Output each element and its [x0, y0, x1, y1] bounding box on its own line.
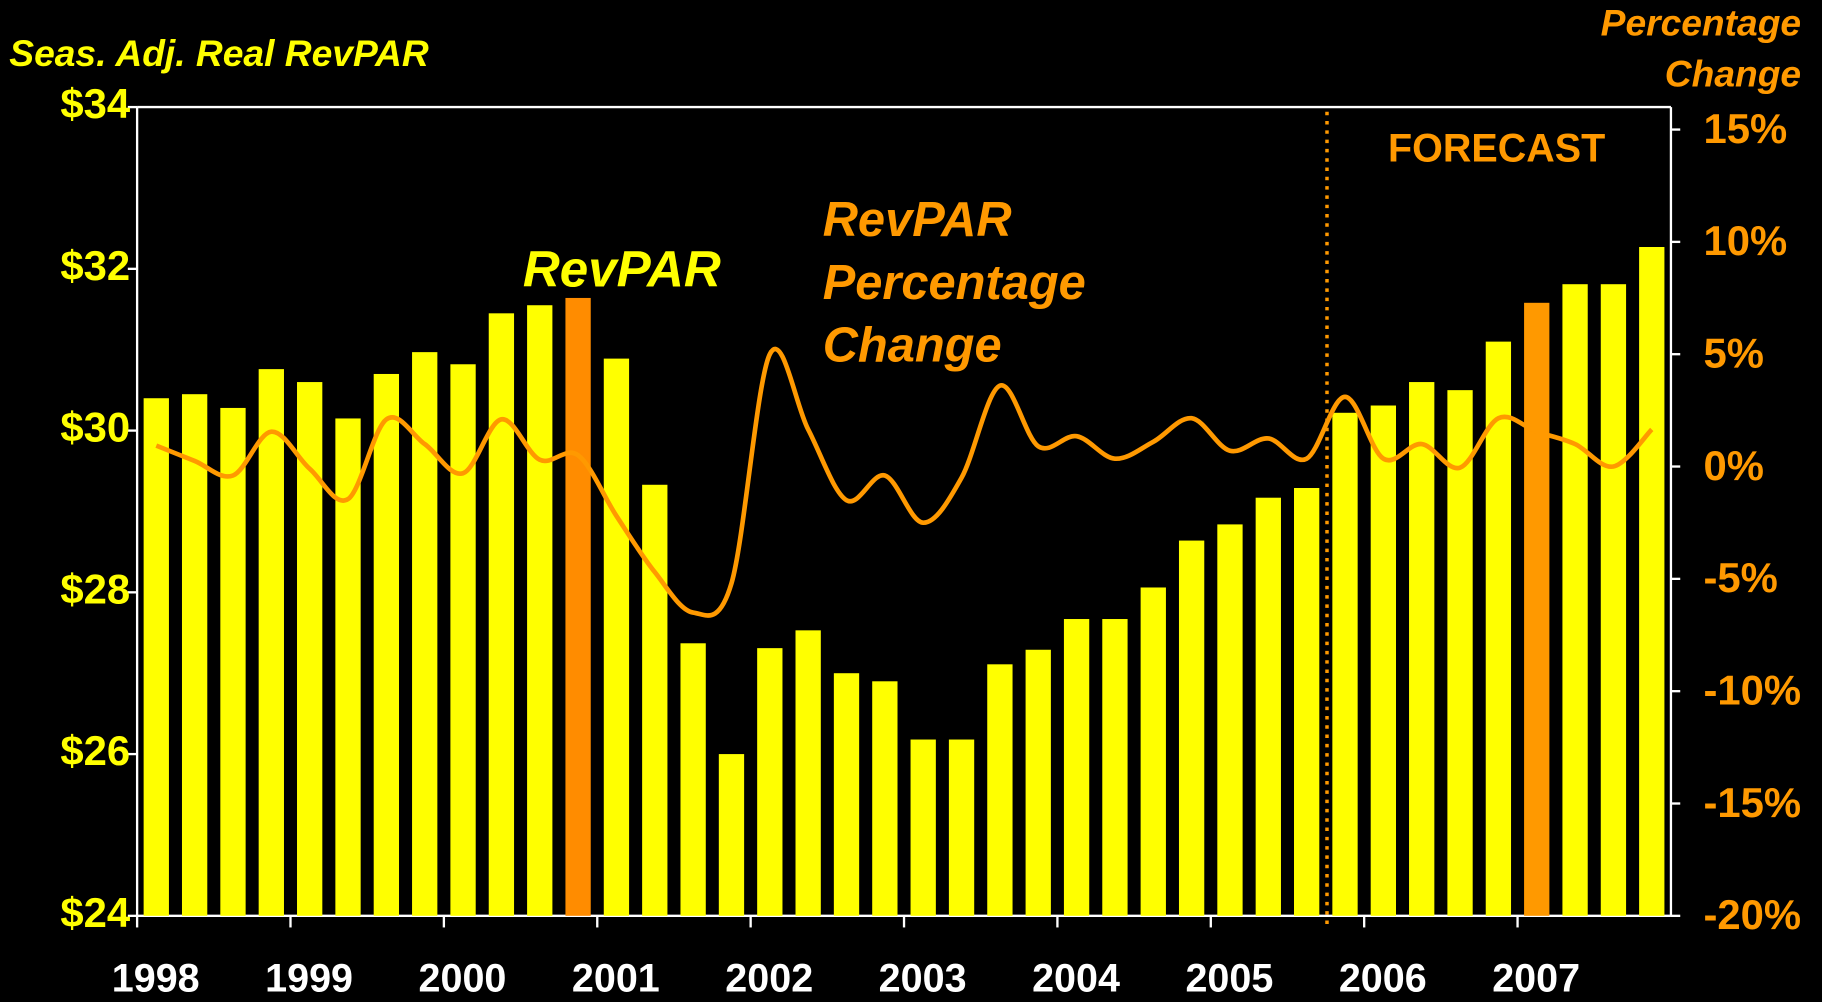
x-tick-label: 2000 [419, 956, 507, 1000]
y-axis-label: Seas. Adj. Real RevPAR [9, 32, 429, 74]
y2-tick-label: 0% [1703, 442, 1763, 489]
bar [335, 418, 361, 916]
bar [1485, 341, 1512, 916]
y-tick-label: $26 [60, 727, 130, 774]
bar [1025, 649, 1051, 916]
bar [1063, 619, 1090, 916]
bar [488, 313, 515, 916]
bar [757, 648, 783, 916]
x-tick-label: 2005 [1185, 956, 1273, 1000]
y2-axis-label: Change [1665, 53, 1801, 95]
bar [1102, 619, 1128, 916]
line-annotation: Change [823, 319, 1002, 373]
y2-tick-label: 15% [1703, 105, 1787, 152]
bar [1600, 284, 1627, 916]
bar [1332, 412, 1358, 916]
y-tick-label: $24 [60, 889, 131, 936]
x-tick-label: 2001 [572, 956, 660, 1000]
bar [718, 754, 745, 916]
y2-tick-label: 5% [1703, 330, 1763, 377]
x-tick-label: 2004 [1032, 956, 1120, 1000]
bar [1294, 488, 1320, 916]
bar [1217, 524, 1243, 916]
bar [1524, 302, 1550, 916]
y2-tick-label: -20% [1703, 891, 1801, 938]
bar [1255, 497, 1281, 916]
bar [143, 398, 169, 916]
y2-tick-label: 10% [1703, 217, 1787, 264]
x-tick-label: 2006 [1339, 956, 1427, 1000]
bar [872, 681, 898, 916]
bar [603, 358, 630, 916]
x-tick-label: 1999 [265, 956, 353, 1000]
bar [1409, 382, 1435, 916]
line-annotation: Percentage [823, 256, 1086, 310]
bar [258, 369, 284, 916]
bar [910, 739, 936, 916]
y-tick-label: $32 [60, 242, 130, 289]
bar [181, 394, 208, 916]
y2-tick-label: -5% [1703, 554, 1777, 601]
bar [795, 630, 821, 916]
bar [1447, 390, 1473, 916]
y2-axis-label: Percentage [1601, 2, 1801, 44]
bar [1178, 540, 1205, 916]
x-tick-label: 2003 [879, 956, 967, 1000]
bar [1140, 587, 1166, 916]
bar [987, 664, 1013, 916]
bar [527, 305, 553, 916]
bar [220, 407, 246, 916]
bar [1562, 284, 1588, 916]
y-tick-label: $28 [60, 565, 130, 612]
bar [642, 484, 668, 916]
x-tick-label: 2002 [725, 956, 813, 1000]
y-tick-label: $34 [60, 80, 131, 127]
y2-tick-label: -10% [1703, 667, 1801, 714]
y2-tick-label: -15% [1703, 779, 1801, 826]
line [155, 346, 1654, 618]
bar [565, 297, 591, 916]
bar [948, 739, 975, 916]
line-annotation: RevPAR [823, 193, 1012, 247]
y-tick-label: $30 [60, 404, 130, 451]
bar [1639, 246, 1665, 916]
bar-annotation: RevPAR [523, 241, 721, 298]
x-tick-label: 1998 [112, 956, 200, 1000]
bar [1370, 405, 1397, 916]
bar [450, 364, 476, 916]
forecast-label: FORECAST [1388, 127, 1605, 171]
bar [833, 673, 860, 916]
bar [373, 373, 400, 916]
bar [680, 643, 706, 916]
x-tick-label: 2007 [1492, 956, 1580, 1000]
